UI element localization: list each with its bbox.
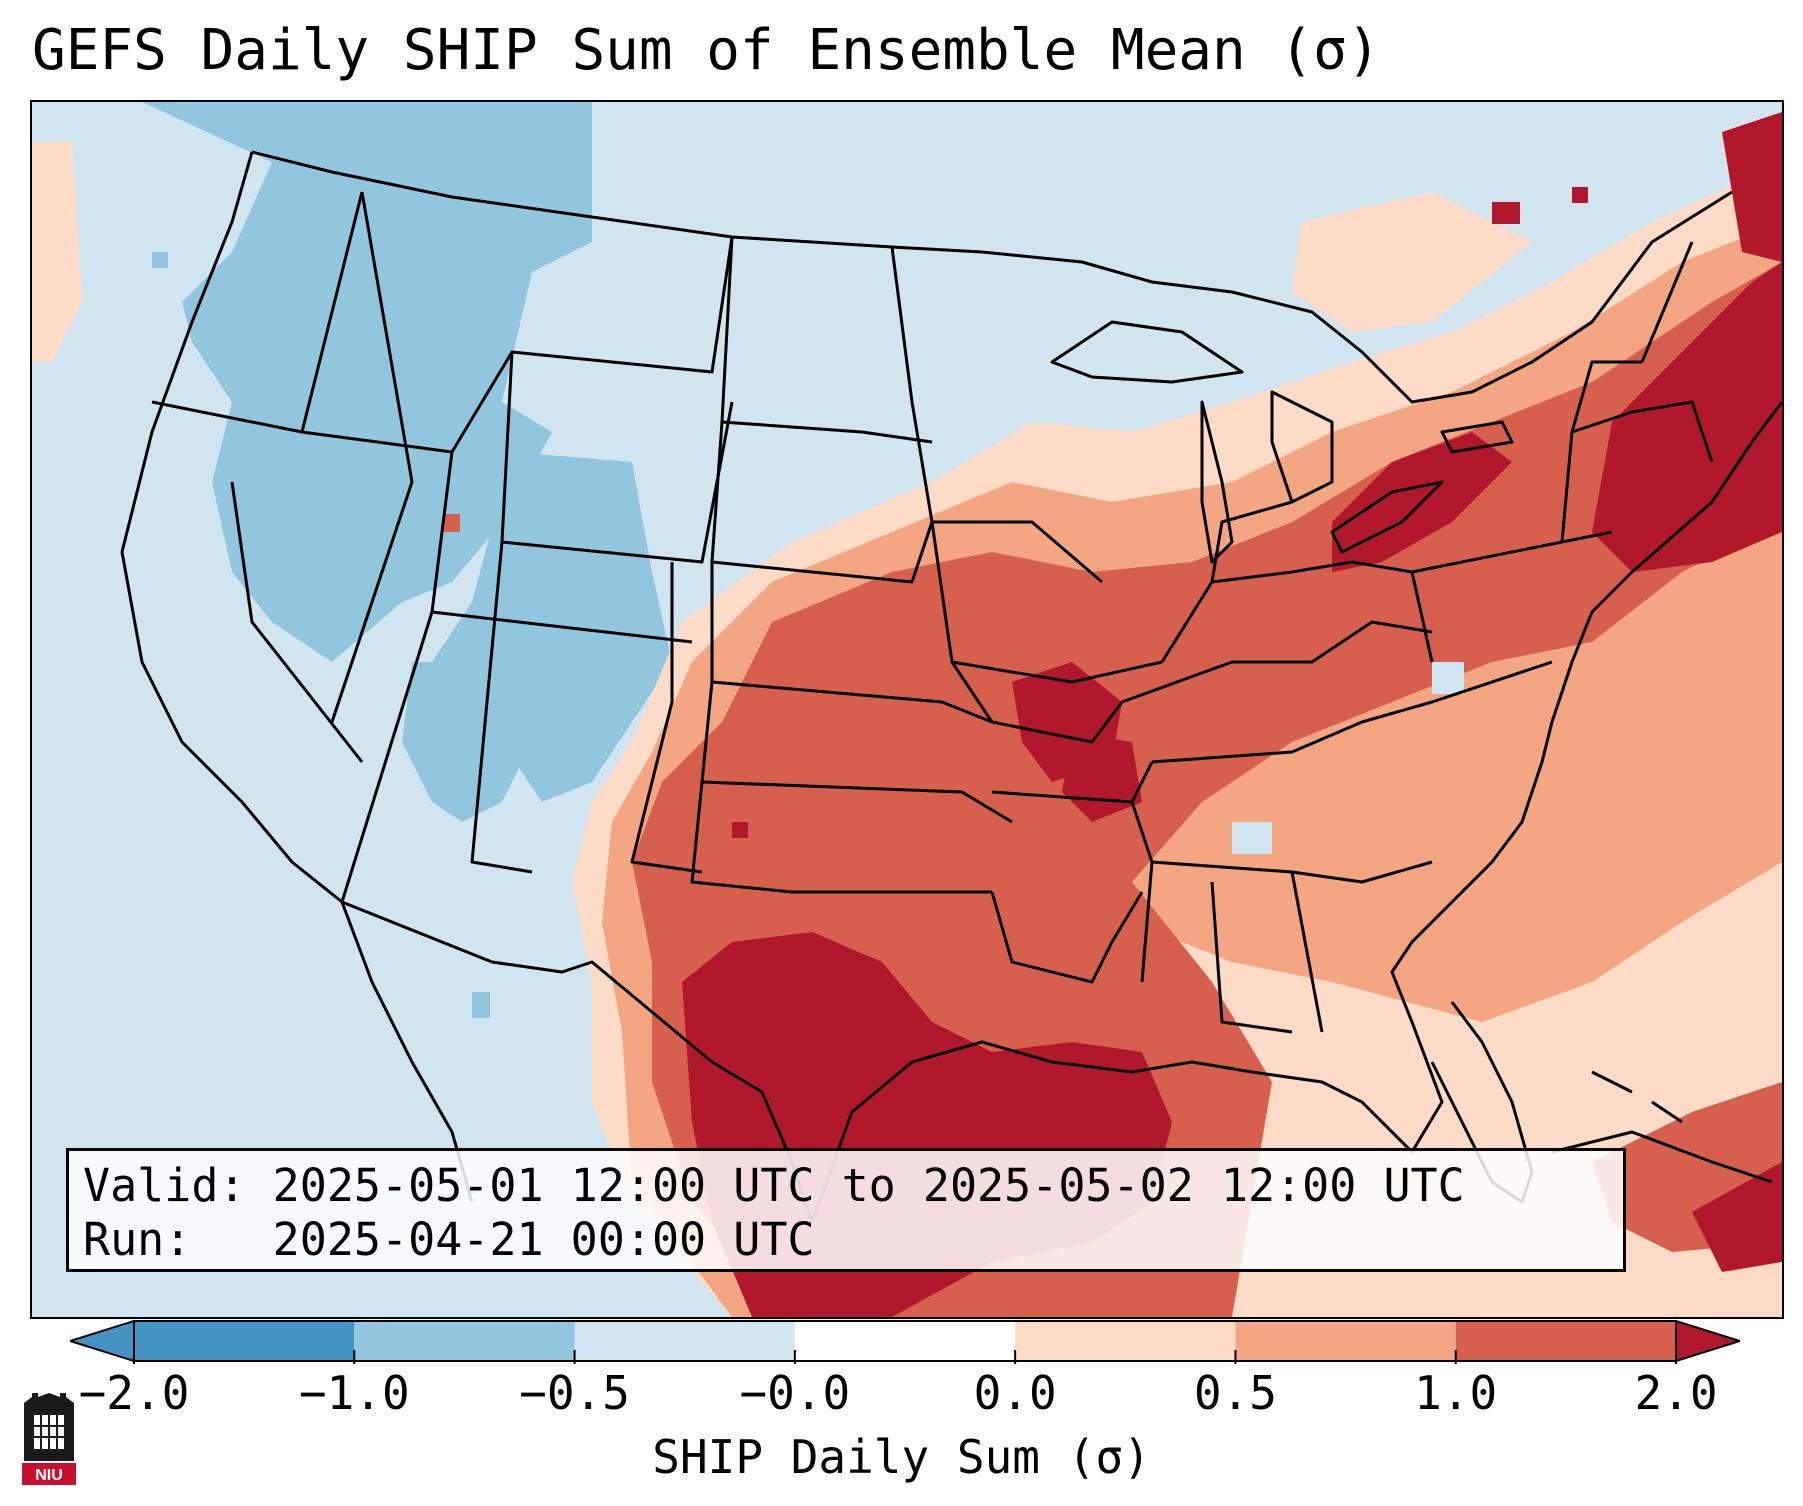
lake-huron (1270, 390, 1334, 504)
state-line (690, 781, 992, 894)
state-line (1290, 871, 1324, 1033)
state-borders (120, 150, 1782, 1223)
colorbar-tick-label: 2.0 (1634, 1366, 1718, 1420)
shade-cell (472, 992, 490, 1018)
page-title: GEFS Daily SHIP Sum of Ensemble Mean (σ) (32, 18, 1381, 83)
state-line (1210, 881, 1293, 1034)
positive-shade-northeast-light (1292, 192, 1532, 332)
colorbar-tick-label: −0.0 (739, 1366, 851, 1420)
shade-cell (152, 252, 168, 268)
university-tower-icon: NIU (22, 1393, 76, 1485)
state-line (230, 481, 364, 763)
gulf-coastline (810, 401, 1782, 1223)
bahamas (1591, 1070, 1683, 1124)
state-line (710, 562, 993, 724)
colorbar-extend-high (1675, 1319, 1740, 1363)
shading-layer (32, 102, 1782, 1317)
state-line (431, 610, 693, 644)
state-line (1210, 500, 1293, 583)
state-line (1151, 860, 1433, 884)
shade-cell (1492, 202, 1520, 224)
state-line (1121, 620, 1433, 704)
colorbar-segment (134, 1321, 355, 1361)
state-line (470, 541, 533, 874)
canada-border (251, 150, 1733, 404)
colorbar-label: SHIP Daily Sum (σ) (652, 1430, 1151, 1484)
ship-map (32, 102, 1782, 1317)
colorbar-segment (574, 1321, 795, 1361)
cuba-coast (1551, 1130, 1773, 1184)
colorbar-tick-label: 0.0 (973, 1366, 1057, 1420)
state-line (710, 421, 934, 584)
state-line (630, 562, 703, 874)
colorbar-outline (133, 1320, 1677, 1362)
colorbar-tick-label: −1.0 (298, 1366, 410, 1420)
shade-cell (732, 822, 748, 838)
state-line (1640, 241, 1694, 363)
colorbar-tick-label: −2.0 (78, 1366, 190, 1420)
lake-erie (1330, 480, 1444, 554)
colorbar-segments (70, 1319, 1740, 1364)
colorbar-segment (1015, 1321, 1236, 1361)
run-label: Run: (83, 1213, 192, 1266)
state-line (300, 191, 364, 433)
lake-michigan (1200, 400, 1234, 564)
negative-shade-southwest (402, 662, 532, 822)
logo-text: NIU (35, 1467, 63, 1484)
colorbar-tick-label: 0.5 (1193, 1366, 1277, 1420)
state-line (450, 236, 734, 453)
negative-shade-northwest (142, 102, 592, 662)
state-line (1570, 360, 1642, 433)
positive-shade-darkred-maritimes (1722, 112, 1782, 262)
lake-ontario (1440, 420, 1514, 454)
state-line (1631, 400, 1714, 463)
colorbar-tick-label: −0.5 (519, 1366, 630, 1420)
valid-value: 2025-05-01 12:00 UTC to 2025-05-02 12:00… (272, 1159, 1465, 1212)
shade-cell (1432, 662, 1464, 694)
state-line (1160, 560, 1413, 663)
map-panel (30, 100, 1784, 1319)
colorbar (70, 1319, 1740, 1364)
state-line (1151, 660, 1553, 764)
pacific-coastline (120, 151, 343, 904)
state-line (700, 681, 1013, 824)
lake-superior (1050, 320, 1244, 384)
positive-shade-westcoast-light (32, 142, 82, 362)
state-line (330, 191, 414, 723)
shade-cell (444, 514, 460, 532)
state-line (990, 891, 1144, 984)
state-line (1410, 571, 1434, 663)
run-value: 2025-04-21 00:00 UTC (272, 1213, 815, 1266)
state-line (720, 236, 933, 444)
positive-shade-darkred-newengland (1592, 262, 1782, 572)
positive-shade-darkred-caribbean (1692, 1162, 1782, 1272)
colorbar-extend-low (70, 1319, 135, 1363)
colorbar-segment (354, 1321, 575, 1361)
shade-cell (1572, 187, 1588, 203)
state-line (930, 521, 1124, 744)
colorbar-segment (794, 1321, 1016, 1361)
state-line (951, 660, 1163, 684)
colorbar-segment (1235, 1321, 1456, 1361)
valid-run-info-box: Valid: 2025-05-01 12:00 UTC to 2025-05-0… (66, 1148, 1626, 1272)
colorbar-tick-label: 1.0 (1414, 1366, 1498, 1420)
mexico-border (341, 900, 814, 1223)
valid-label: Valid: (83, 1159, 246, 1212)
shade-cell (1232, 822, 1272, 854)
colorbar-segment (1455, 1321, 1676, 1361)
